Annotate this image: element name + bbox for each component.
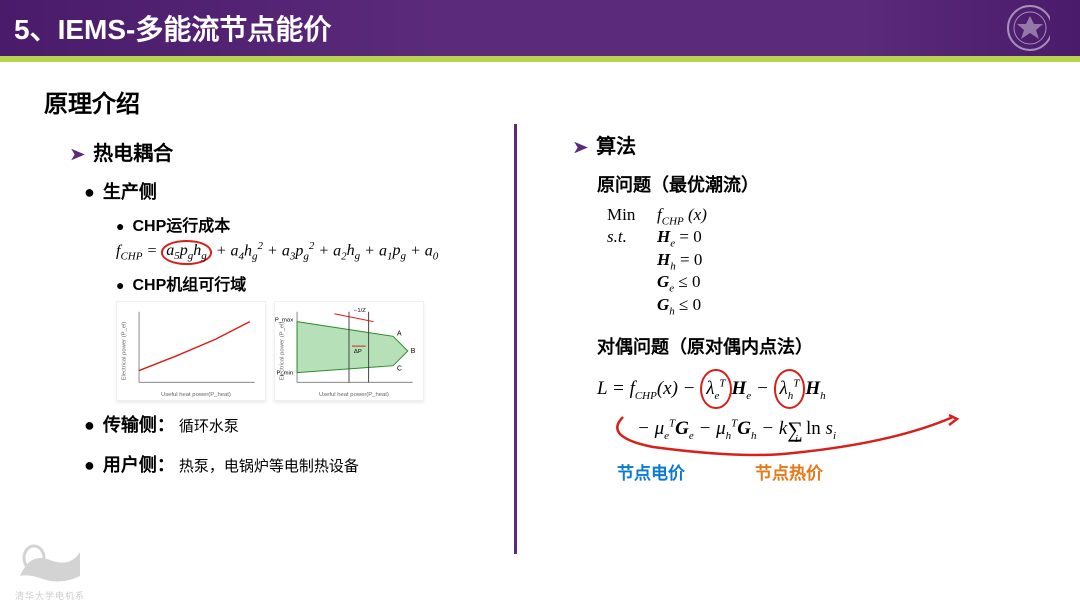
user-note: 热泵，电锅炉等电制热设备 <box>179 458 359 475</box>
lagrangian: L = fCHP(x) − λeTHe − λhTHh − μeTGe − μh… <box>597 369 987 451</box>
svg-text:Electrical power (P_el): Electrical power (P_el) <box>121 321 127 380</box>
dual-title: 对偶问题（原对偶内点法） <box>597 333 987 359</box>
constraint-4: Gh ≤ 0 <box>657 295 701 317</box>
logo-text: 清华大学电机系 <box>10 589 90 602</box>
bullet-icon: ● <box>116 218 124 234</box>
slide-body: 原理介绍 ➤ 热电耦合 ● 生产侧 ● CHP运行成本 fCHP = a5pghg +… <box>0 62 1080 602</box>
svg-text:C: C <box>397 365 402 372</box>
svg-text:Electrical power (P_el): Electrical power (P_el) <box>279 321 285 380</box>
bullet-icon: ● <box>116 277 124 293</box>
bullet-icon: ● <box>84 415 95 435</box>
chp-cost-formula: fCHP = a5pghg + a4hg2 + a3pg2 + a2hg + a… <box>116 240 504 265</box>
node-heat-price: 节点热价 <box>755 459 823 484</box>
transmission-note: 循环水泵 <box>179 418 239 435</box>
user-label: 用户侧： <box>103 455 175 475</box>
price-labels: 节点电价 节点热价 <box>617 459 987 484</box>
svg-text:Useful heat power(P_heat): Useful heat power(P_heat) <box>161 392 231 398</box>
svg-text:A: A <box>397 330 402 337</box>
chp-chart-1: Useful heat power(P_heat) Electrical pow… <box>116 301 266 401</box>
svg-text:Useful heat power(P_heat): Useful heat power(P_heat) <box>319 392 389 398</box>
bullet-icon: ● <box>84 182 95 202</box>
chp-region-label: CHP机组可行域 <box>132 277 246 294</box>
constraint-2: Hh = 0 <box>657 250 702 272</box>
primal-problem: MinfCHP (x) s.t.He = 0 Hh = 0 Ge ≤ 0 Gh … <box>607 205 987 317</box>
min-label: Min <box>607 205 657 227</box>
production-side: ● 生产侧 <box>84 178 504 204</box>
chp-chart-2: −1/Z ΔP P_max P_min A B C Useful heat po… <box>274 301 424 401</box>
svg-text:ΔP: ΔP <box>354 349 362 355</box>
lagrangian-line-1: L = fCHP(x) − λeTHe − λhTHh <box>597 369 987 409</box>
production-label: 生产侧 <box>103 182 157 202</box>
transmission-side: ● 传输侧：循环水泵 <box>84 411 504 437</box>
right-heading: ➤ 算法 <box>573 130 987 159</box>
arrow-icon: ➤ <box>573 138 588 157</box>
svg-text:B: B <box>411 348 416 355</box>
chp-cost: ● CHP运行成本 <box>116 212 504 236</box>
bullet-icon: ● <box>84 455 95 475</box>
primal-title: 原问题（最优潮流） <box>597 171 987 197</box>
header-title: 5、IEMS-多能流节点能价 <box>14 8 331 48</box>
chp-region: ● CHP机组可行域 <box>116 271 504 295</box>
section-title: 原理介绍 <box>44 84 504 119</box>
arrow-icon: ➤ <box>70 145 85 164</box>
right-column: ➤ 算法 原问题（最优潮流） MinfCHP (x) s.t.He = 0 Hh … <box>517 84 987 602</box>
lagrangian-line-2: − μeTGe − μhTGh − k∑iln si <box>637 409 987 451</box>
chp-cost-label: CHP运行成本 <box>132 218 230 235</box>
constraint-1: He = 0 <box>657 227 702 249</box>
slide-header: 5、IEMS-多能流节点能价 <box>0 0 1080 56</box>
right-heading-text: 算法 <box>596 136 636 158</box>
chp-charts: Useful heat power(P_heat) Electrical pow… <box>116 301 504 401</box>
node-elec-price: 节点电价 <box>617 459 685 484</box>
svg-text:−1/Z: −1/Z <box>354 307 366 313</box>
logo-icon <box>10 542 90 586</box>
constraint-3: Ge ≤ 0 <box>657 272 701 294</box>
left-column: 原理介绍 ➤ 热电耦合 ● 生产侧 ● CHP运行成本 fCHP = a5pghg +… <box>44 84 514 602</box>
left-heading-text: 热电耦合 <box>93 143 173 165</box>
left-heading: ➤ 热电耦合 <box>70 137 504 166</box>
transmission-label: 传输侧： <box>103 415 175 435</box>
university-seal-icon <box>980 2 1050 54</box>
st-label: s.t. <box>607 227 657 249</box>
user-side: ● 用户侧：热泵，电锅炉等电制热设备 <box>84 451 504 477</box>
dept-logo: 清华大学电机系 <box>10 542 90 602</box>
slide: 5、IEMS-多能流节点能价 原理介绍 ➤ 热电耦合 ● 生产侧 ● CHP运行成本 … <box>0 0 1080 608</box>
objective: fCHP (x) <box>657 205 707 227</box>
